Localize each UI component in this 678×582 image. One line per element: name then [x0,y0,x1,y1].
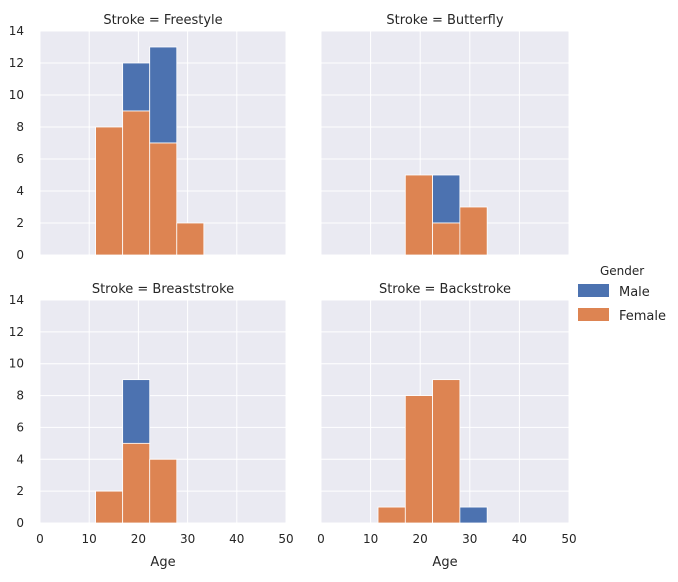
panel-title: Stroke = Backstroke [379,282,511,297]
legend-swatch-male [578,284,609,297]
y-tick-label: 12 [9,56,24,70]
bar-female-1 [377,506,406,524]
x-tick-label: 0 [317,532,325,546]
y-tick-label: 4 [16,452,24,466]
bar-male-4 [459,506,488,524]
y-tick-label: 8 [16,120,24,134]
bar-female-3 [459,206,488,256]
x-tick-label: 30 [462,532,477,546]
x-tick-label: 0 [36,532,44,546]
bar-female-3 [149,142,178,256]
y-tick-label: 12 [9,325,24,339]
y-tick-label: 6 [16,420,24,434]
x-tick-label: 40 [512,532,527,546]
y-tick-label: 0 [16,248,24,262]
y-tick-label: 10 [9,357,24,371]
y-tick-label: 2 [16,216,24,230]
x-axis-label: Age [432,555,457,570]
x-tick-label: 50 [561,532,576,546]
bar-male-2 [122,62,151,112]
panel-title: Stroke = Breaststroke [92,282,234,297]
facet-panel-4: Stroke = Backstroke 0 10 20 30 40 50 Age [317,282,576,570]
x-tick-label: 40 [229,532,244,546]
y-tick-label: 0 [16,516,24,530]
x-tick-label: 30 [180,532,195,546]
panel-title: Stroke = Freestyle [103,13,222,28]
bar-female-1 [404,174,434,256]
bar-female-2 [122,442,151,524]
y-tick-label: 4 [16,184,24,198]
panel-title: Stroke = Butterfly [386,13,503,28]
y-tick-label: 6 [16,152,24,166]
facet-panel-1: Stroke = Freestyle 0 2 4 6 8 10 12 14 [9,13,287,262]
y-tick-label: 8 [16,389,24,403]
x-tick-label: 10 [82,532,97,546]
bar-female-3 [432,379,461,524]
legend-label-male: Male [619,285,650,300]
x-tick-label: 20 [131,532,146,546]
x-tick-label: 10 [363,532,378,546]
bar-male-2 [432,174,461,224]
x-tick-label: 20 [413,532,428,546]
bar-female-3 [149,458,178,524]
legend-label-female: Female [619,309,666,324]
bar-female-2 [122,110,151,256]
y-tick-label: 10 [9,88,24,102]
bar-female-2 [404,395,434,524]
facet-panel-3: Stroke = Breaststroke 0 2 4 6 8 10 12 14 0 10 20 30 4… [9,282,294,570]
bar-female-1 [95,490,124,524]
bar-female-4 [176,222,205,256]
x-axis-label: Age [150,555,175,570]
x-tick-label: 50 [278,532,293,546]
facet-panel-2: Stroke = Butterfly [320,13,570,256]
bar-male-3 [149,46,178,144]
y-tick-label: 14 [9,24,24,38]
bar-female-2 [432,222,461,256]
legend-title: Gender [600,264,644,278]
y-tick-label: 2 [16,484,24,498]
bar-female-1 [95,126,124,256]
y-tick-label: 14 [9,293,24,307]
legend-swatch-female [578,308,609,321]
legend: Gender Male Female [578,264,666,324]
bar-male-2 [122,379,151,444]
